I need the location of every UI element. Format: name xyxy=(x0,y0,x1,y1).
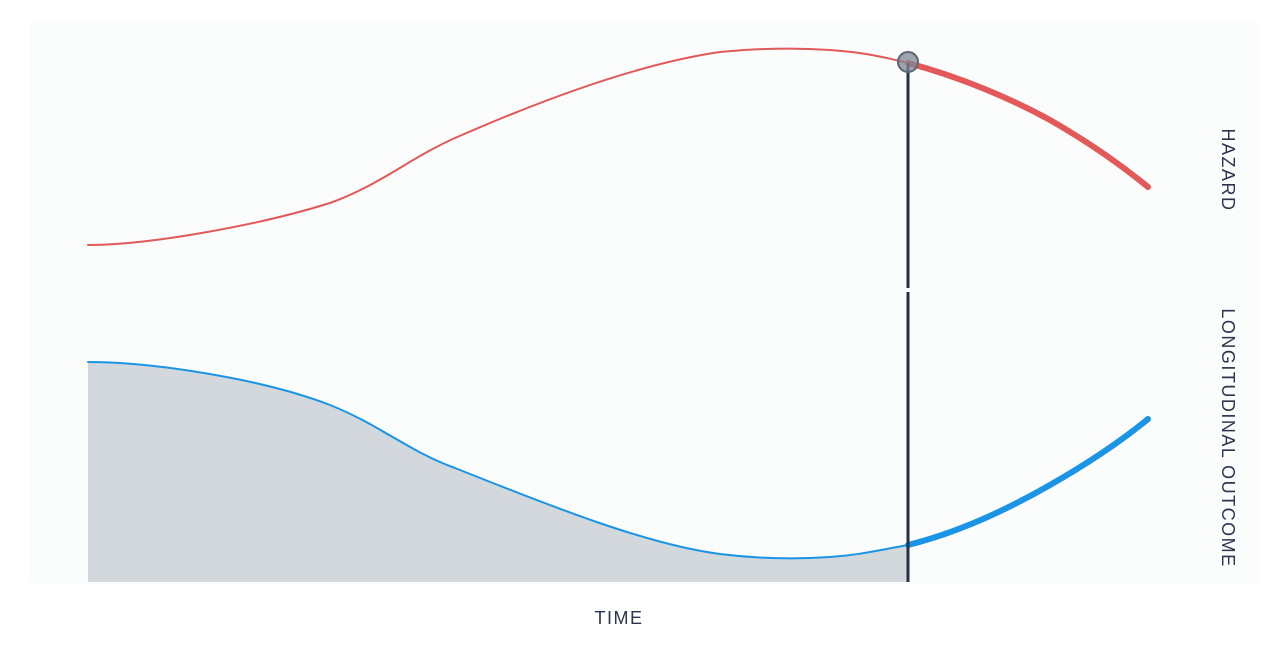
circle-marker-icon[interactable] xyxy=(897,51,919,73)
outcome-area-fill xyxy=(88,362,908,582)
outcome-curve-past xyxy=(87,361,909,560)
outcome-panel-label: LONGITUDINAL OUTCOME xyxy=(1218,308,1238,567)
hazard-panel-label: HAZARD xyxy=(1218,128,1238,211)
hazard-curve-future xyxy=(905,60,1151,190)
x-axis-label: TIME xyxy=(595,608,644,628)
outcome-curve-future xyxy=(905,416,1151,548)
hazard-curve-past xyxy=(87,47,909,246)
